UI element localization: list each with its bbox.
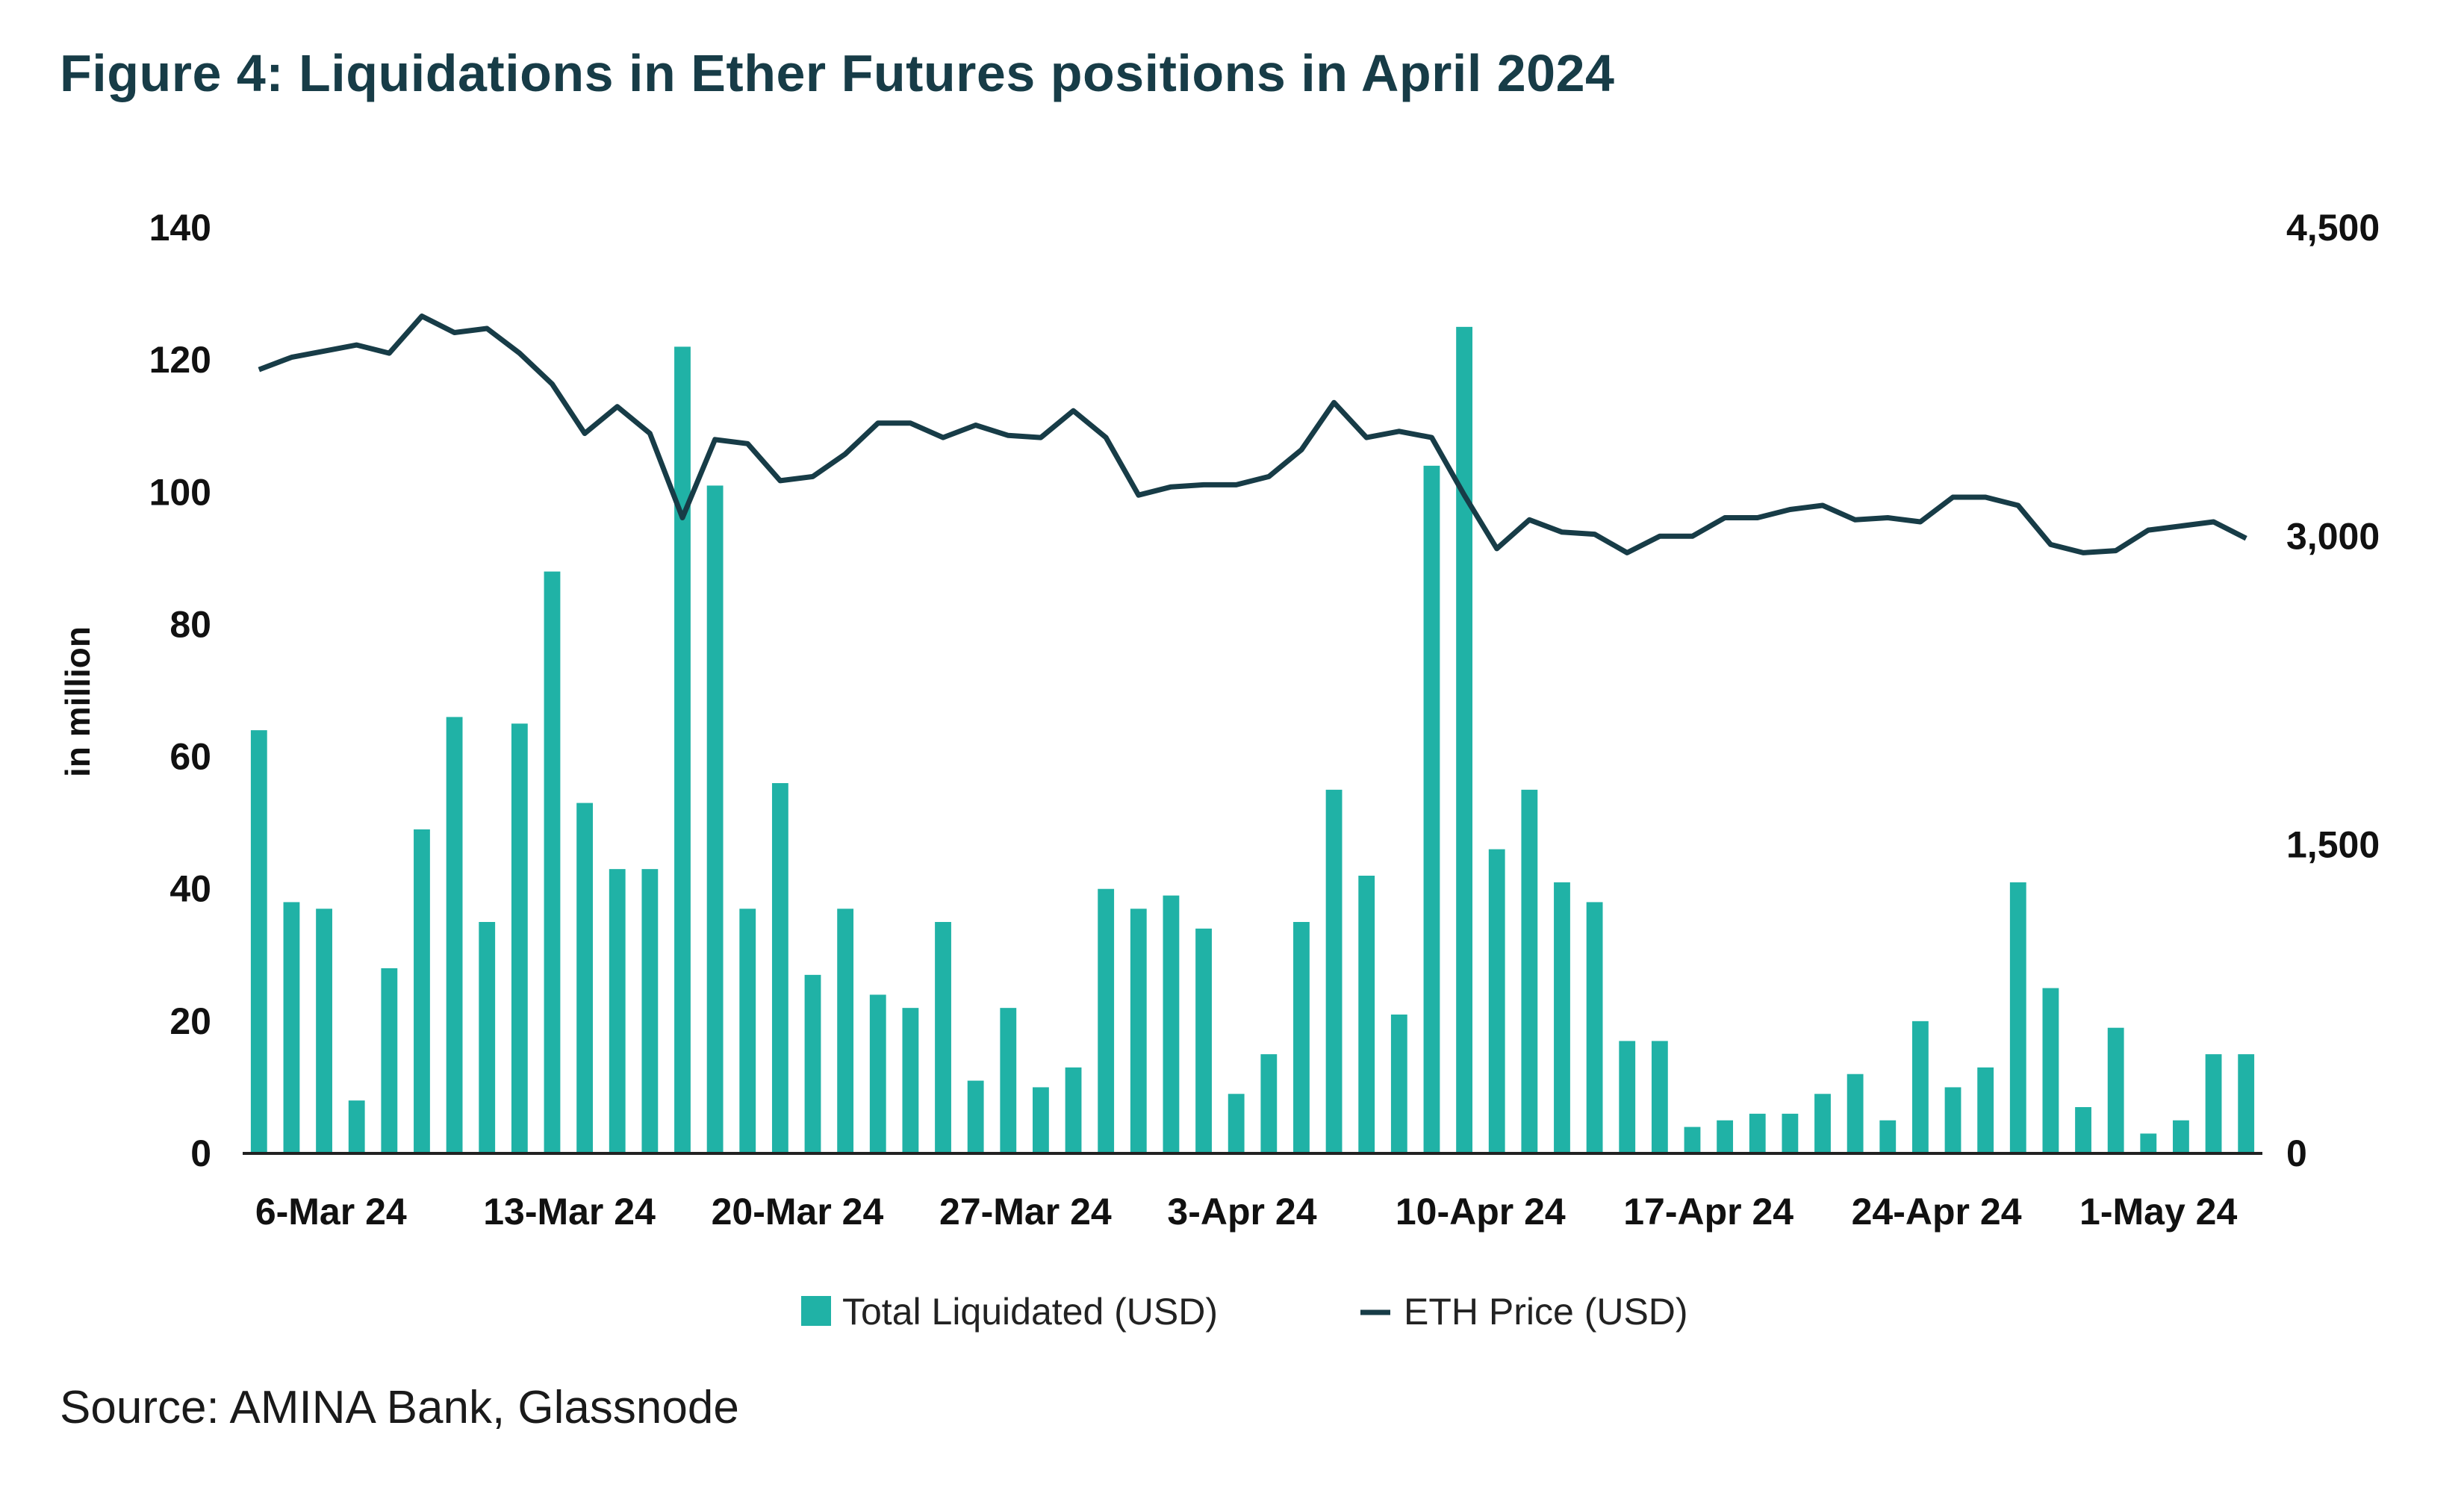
bar (837, 909, 854, 1153)
bar (1228, 1094, 1245, 1153)
bar (1847, 1074, 1864, 1153)
bar (511, 723, 528, 1153)
bar (1325, 789, 1343, 1153)
y-left-tick-label: 80 (169, 603, 211, 645)
line-series-eth-price (258, 314, 2247, 555)
bar (1619, 1041, 1636, 1153)
source-note: Source: AMINA Bank, Glassnode (60, 1382, 739, 1433)
x-tick-label: 6-Mar 24 (255, 1191, 407, 1233)
bar (414, 829, 430, 1153)
bar (1717, 1120, 1734, 1153)
bar (2173, 1120, 2189, 1153)
bar (1488, 849, 1505, 1153)
x-axis: 6-Mar 24 13-Mar 24 20-Mar 24 27-Mar 24 3-Apr… (255, 1191, 2238, 1233)
bar (1260, 1054, 1278, 1153)
bar (804, 974, 821, 1153)
bar (1163, 895, 1180, 1153)
bar (1000, 1008, 1017, 1153)
bar (935, 922, 951, 1153)
bar (1456, 326, 1472, 1153)
bar (674, 346, 691, 1153)
bar (1423, 465, 1440, 1153)
bar (1977, 1067, 1994, 1153)
bar (1782, 1113, 1799, 1153)
bar (348, 1100, 365, 1153)
bar (2075, 1107, 2091, 1153)
bar (446, 717, 463, 1153)
y-left-tick-label: 40 (169, 868, 211, 910)
bar (1749, 1113, 1766, 1153)
bar (739, 909, 756, 1153)
legend-swatch-total-liquidated (801, 1296, 831, 1326)
chart-title: Figure 4: Liquidations in Ether Futures … (60, 44, 1615, 102)
y-right-tick-label: 3,000 (2286, 515, 2380, 557)
bar (316, 909, 332, 1153)
y-left-tick-label: 120 (149, 339, 211, 381)
x-tick-label: 20-Mar 24 (712, 1191, 884, 1233)
bar (2107, 1027, 2124, 1153)
bar (967, 1080, 984, 1153)
bar (544, 571, 561, 1153)
bar (1390, 1015, 1407, 1153)
y-left-tick-label: 100 (149, 471, 211, 513)
bar (1684, 1127, 1701, 1153)
bar (576, 803, 594, 1153)
bar (641, 869, 659, 1153)
bar (2205, 1054, 2222, 1153)
bar (1098, 888, 1115, 1153)
bar (706, 485, 724, 1153)
bar (869, 994, 886, 1153)
bar (1554, 882, 1570, 1153)
y-left-tick-label: 20 (169, 1000, 211, 1042)
bar (1651, 1041, 1668, 1153)
x-tick-label: 10-Apr 24 (1396, 1191, 1566, 1233)
y-left-tick-label: 60 (169, 736, 211, 778)
bar (1911, 1021, 1929, 1153)
bar (2140, 1133, 2157, 1153)
bar (1033, 1087, 1049, 1153)
bar (1814, 1094, 1831, 1153)
legend: Total Liquidated (USD) ETH Price (USD) (801, 1291, 1688, 1333)
bar (609, 869, 626, 1153)
bar (2042, 988, 2059, 1153)
y-left-tick-label: 0 (190, 1132, 211, 1174)
x-tick-label: 1-May 24 (2079, 1191, 2237, 1233)
bar (1879, 1120, 1897, 1153)
x-tick-label: 24-Apr 24 (1852, 1191, 2022, 1233)
y-left-tick-label: 140 (149, 207, 211, 249)
y-axis-label: in million (58, 626, 97, 777)
bar (1586, 902, 1603, 1153)
bar (1195, 928, 1212, 1153)
bar (1944, 1087, 1961, 1153)
y-right-tick-label: 1,500 (2286, 824, 2380, 866)
y-axis-right: 0 1,500 3,000 4,500 (2286, 207, 2380, 1174)
bar (479, 922, 496, 1153)
x-tick-label: 13-Mar 24 (483, 1191, 656, 1233)
bar (902, 1008, 919, 1153)
bar (1130, 909, 1147, 1153)
bar (1293, 922, 1310, 1153)
legend-label-total-liquidated: Total Liquidated (USD) (842, 1291, 1218, 1333)
bar (250, 730, 267, 1153)
bar (1065, 1067, 1082, 1153)
bar (1358, 876, 1375, 1153)
bar (1521, 789, 1538, 1153)
bar (2238, 1054, 2255, 1153)
x-tick-label: 17-Apr 24 (1623, 1191, 1793, 1233)
y-axis-left: 0 20 40 60 80 100 120 140 (149, 207, 211, 1174)
eth-price-line (258, 314, 2247, 555)
x-tick-label: 27-Mar 24 (939, 1191, 1112, 1233)
bar (283, 902, 300, 1153)
y-right-tick-label: 4,500 (2286, 207, 2380, 249)
x-tick-label: 3-Apr 24 (1167, 1191, 1316, 1233)
bar-series-total-liquidated (250, 326, 2255, 1153)
bar (771, 783, 788, 1153)
bar (2009, 882, 2026, 1153)
chart: 0 20 40 60 80 100 120 140 0 1,500 3,000 4,500 6-Ma… (58, 207, 2380, 1333)
legend-label-eth-price: ETH Price (USD) (1404, 1291, 1688, 1333)
y-right-tick-label: 0 (2286, 1132, 2307, 1174)
bar (381, 968, 398, 1153)
